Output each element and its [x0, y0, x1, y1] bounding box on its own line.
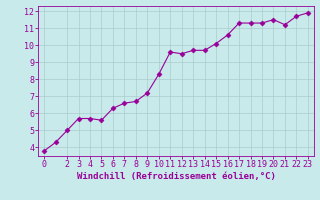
X-axis label: Windchill (Refroidissement éolien,°C): Windchill (Refroidissement éolien,°C) [76, 172, 276, 181]
